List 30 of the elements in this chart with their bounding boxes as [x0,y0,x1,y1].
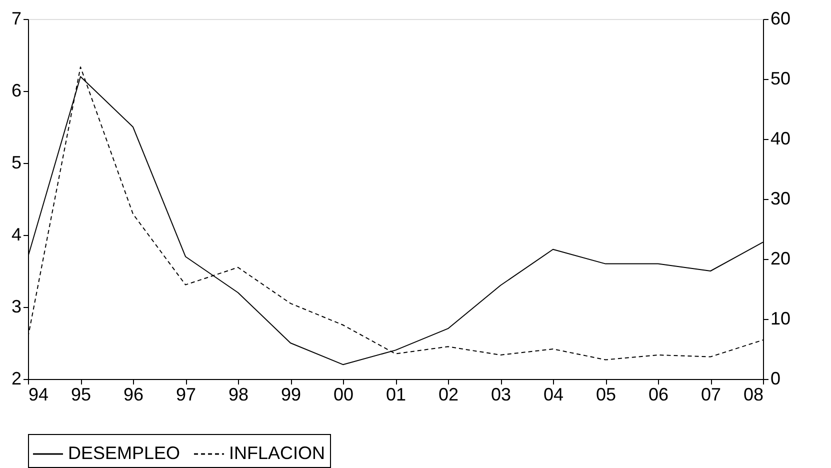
x-tick-label: 06 [648,384,669,404]
x-tick-label: 00 [333,384,354,404]
y-tick-label: 4 [11,224,22,244]
y-tick-label: 3 [11,296,22,316]
x-tick-label: 98 [228,384,249,404]
x-tick-label: 03 [490,384,512,404]
x-tick-label: 95 [70,384,92,404]
x-tick-label: 97 [176,384,196,404]
y2-tick-label: 60 [770,8,791,28]
y-tick-label: 7 [11,8,22,28]
x-tick-label: 96 [123,384,144,404]
x-tick-label: 05 [596,384,616,404]
y2-tick-label: 40 [770,128,791,148]
x-tick-label: 99 [280,384,302,404]
legend-label: DESEMPLEO [68,443,180,463]
x-tick-label: 02 [438,384,459,404]
x-tick-label: 07 [700,384,722,404]
y-tick-label: 2 [11,368,22,388]
x-tick-label: 01 [386,384,406,404]
y-tick-label: 6 [11,80,22,100]
y2-tick-label: 30 [770,188,791,208]
y2-tick-label: 0 [770,368,781,388]
y2-tick-label: 50 [770,68,791,88]
x-tick-label: 94 [28,384,49,404]
y2-tick-label: 20 [770,248,791,268]
y2-tick-label: 10 [770,308,791,328]
x-tick-label: 04 [543,384,564,404]
legend-label: INFLACION [229,443,326,463]
x-tick-label: 08 [743,384,764,404]
y-tick-label: 5 [11,152,22,172]
